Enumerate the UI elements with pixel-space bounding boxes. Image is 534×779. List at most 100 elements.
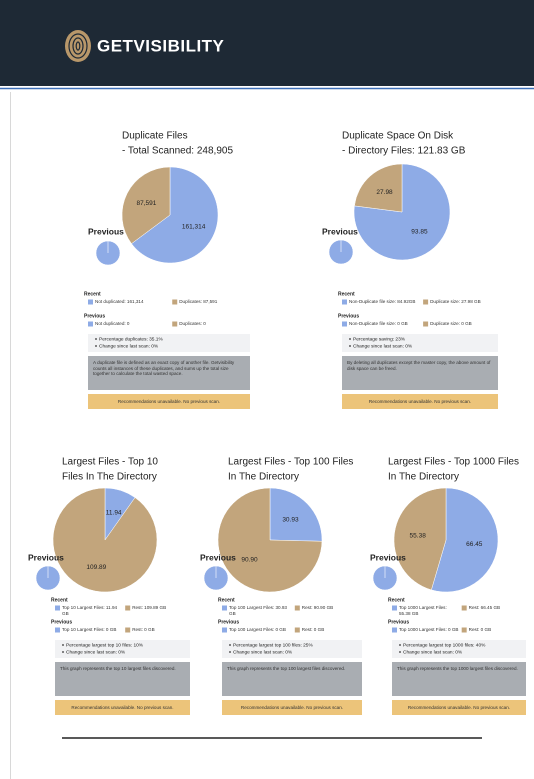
- description-box: [88, 356, 250, 390]
- description-text-box: This graph represents the top 100 larges…: [227, 666, 345, 671]
- panel-subtitle: - Directory Files: 121.83 GB: [342, 146, 466, 157]
- pie-slice: [52, 487, 158, 593]
- description-text-box: By deleting all duplicates except the ma…: [347, 360, 491, 371]
- bullet-text: Change since last scan: 0%: [403, 649, 463, 655]
- legend-entry: Not duplicated: 0: [95, 321, 130, 326]
- bullet-box: [392, 640, 526, 658]
- legend-entry: Duplicates: 0: [179, 321, 206, 326]
- legend-swatch: [294, 605, 300, 611]
- bullet-text: Change since last scan: 0%: [353, 343, 413, 349]
- bullet-box: [222, 640, 362, 658]
- legend-entry: Rest: 0 GB: [132, 627, 155, 632]
- recommendation-text-box: Recommendations unavailable. No previous…: [71, 705, 173, 710]
- bullet-dot: [62, 644, 64, 646]
- logo-text: GETVISIBILITY: [97, 36, 225, 55]
- legend-entry-box: Top 1000 Largest Files: 55.38 GB: [399, 605, 447, 616]
- legend-entry: Rest: 66.45 GB: [468, 605, 501, 610]
- bullet-dot: [349, 345, 351, 347]
- legend-entry-box: Non-Duplicate file size: 0 GB: [349, 321, 408, 326]
- bullet-text: Change since last scan: 0%: [66, 649, 126, 655]
- previous-label: Previous: [370, 552, 406, 562]
- legend-swatch: [172, 299, 178, 305]
- pie-slice: [269, 487, 323, 542]
- legend-entry-box: Rest: 0 GB: [301, 627, 325, 632]
- recommendation-text-box: Recommendations unavailable. No previous…: [117, 399, 221, 404]
- description-text: This graph represents the top 1000 large…: [397, 666, 518, 671]
- recommendation-box: [55, 700, 190, 715]
- slice-label: 55.38: [410, 533, 427, 540]
- legend-entry-box: Top 100 Largest Files: 0 GB: [229, 627, 286, 632]
- recommendation-text-box: Recommendations unavailable. No previous…: [241, 705, 343, 710]
- legend-entry: Top 100 Largest Files: 0 GB: [229, 627, 286, 632]
- legend-entry: Top 10 Largest Files: 11.94 GB: [62, 605, 118, 616]
- legend-entry-box: Top 10 Largest Files: 11.94 GB: [62, 605, 118, 616]
- legend-entry: Top 1000 Largest Files: 55.38 GB: [399, 605, 447, 616]
- legend-entry-box: Not duplicated: 0: [95, 321, 130, 326]
- legend-entry: Duplicate size: 0 GB: [430, 321, 472, 326]
- legend-swatch: [55, 605, 60, 611]
- legend-swatch: [222, 627, 227, 633]
- legend-entry-box: Non-Duplicate file size: 84.92GB: [349, 299, 416, 304]
- bullet-text: Percentage duplicates: 35.1%: [99, 336, 163, 342]
- legend-swatch: [88, 299, 93, 305]
- pie-slice: [131, 166, 219, 264]
- legend-entry-box: Duplicate size: 27.98 GB: [430, 299, 481, 304]
- panel-title: Duplicate Files: [122, 131, 188, 142]
- bullet-text: Percentage largest top 10 files: 10%: [66, 642, 144, 648]
- legend-entry: Non-Duplicate file size: 84.92GB: [349, 299, 416, 304]
- legend-heading: Recent: [338, 291, 355, 297]
- panel-title: Largest Files - Top 1000 Files: [388, 457, 519, 468]
- description-box: [392, 662, 526, 696]
- legend-entry-box: Duplicate size: 0 GB: [430, 321, 472, 326]
- panel-title: Largest Files - Top 10: [62, 457, 158, 468]
- recommendation-box: [88, 394, 250, 409]
- legend-entry-box: Top 1000 Largest Files: 0 GB: [399, 627, 459, 632]
- legend-entry-box: Not duplicated: 161,314: [95, 299, 144, 304]
- previous-label: Previous: [322, 226, 358, 236]
- recommendation-box: [222, 700, 362, 715]
- legend-entry-box: Rest: 0 GB: [132, 627, 155, 632]
- bullet-dot: [399, 651, 401, 653]
- legend-swatch: [461, 627, 467, 633]
- legend-heading: Previous: [51, 619, 72, 625]
- legend-entry-box: Top 10 Largest Files: 0 GB: [62, 627, 116, 632]
- slice-label: 11.94: [106, 509, 122, 516]
- legend-entry-box: Top 100 Largest Files: 30.93 GB: [229, 605, 287, 616]
- bullet-dot: [349, 338, 351, 340]
- legend-swatch: [88, 321, 93, 327]
- description-text-box: A duplicate file is defined as an exact …: [93, 360, 235, 377]
- legend-entry: Rest: 109.89 GB: [132, 605, 167, 610]
- legend-heading: Recent: [51, 597, 68, 603]
- slice-label: 93.85: [411, 229, 428, 236]
- bullet-text: Percentage saving: 23%: [353, 336, 406, 342]
- recommendation-text-box: Recommendations unavailable. No previous…: [408, 705, 510, 710]
- legend-swatch: [461, 605, 467, 611]
- description-text: A duplicate file is defined as an exact …: [93, 360, 235, 377]
- recommendation-text-box: Recommendations unavailable. No previous…: [369, 399, 471, 404]
- legend-entry: Rest: 90.90 GB: [301, 605, 334, 610]
- pie-slice: [217, 487, 323, 593]
- legend-entry-box: Duplicates: 0: [179, 321, 206, 326]
- previous-label: Previous: [88, 226, 124, 236]
- previous-label: Previous: [200, 552, 236, 562]
- bullet-text: Change since last scan: 0%: [233, 649, 293, 655]
- recommendation-text: Recommendations unavailable. No previous…: [117, 399, 221, 404]
- legend-swatch: [392, 605, 397, 611]
- legend-swatch: [423, 299, 429, 305]
- legend-swatch: [342, 321, 347, 327]
- bullet-dot: [229, 644, 231, 646]
- legend-heading: Recent: [388, 597, 405, 603]
- slice-label: 66.45: [466, 541, 483, 548]
- description-text: By deleting all duplicates except the ma…: [347, 360, 491, 371]
- pie-slice: [354, 163, 403, 213]
- legend-swatch: [125, 605, 131, 611]
- legend-entry-box: Rest: 66.45 GB: [468, 605, 501, 610]
- panel-subtitle: Files In The Directory: [62, 472, 157, 483]
- legend-entry: Top 1000 Largest Files: 0 GB: [399, 627, 459, 632]
- legend-entry-box: Rest: 109.89 GB: [132, 605, 167, 610]
- legend-swatch: [342, 299, 347, 305]
- legend-entry-box: Rest: 90.90 GB: [301, 605, 334, 610]
- slice-label: 87,591: [136, 200, 156, 207]
- legend-entry: Rest: 0 GB: [301, 627, 325, 632]
- description-text: This graph represents the top 10 largest…: [60, 666, 176, 671]
